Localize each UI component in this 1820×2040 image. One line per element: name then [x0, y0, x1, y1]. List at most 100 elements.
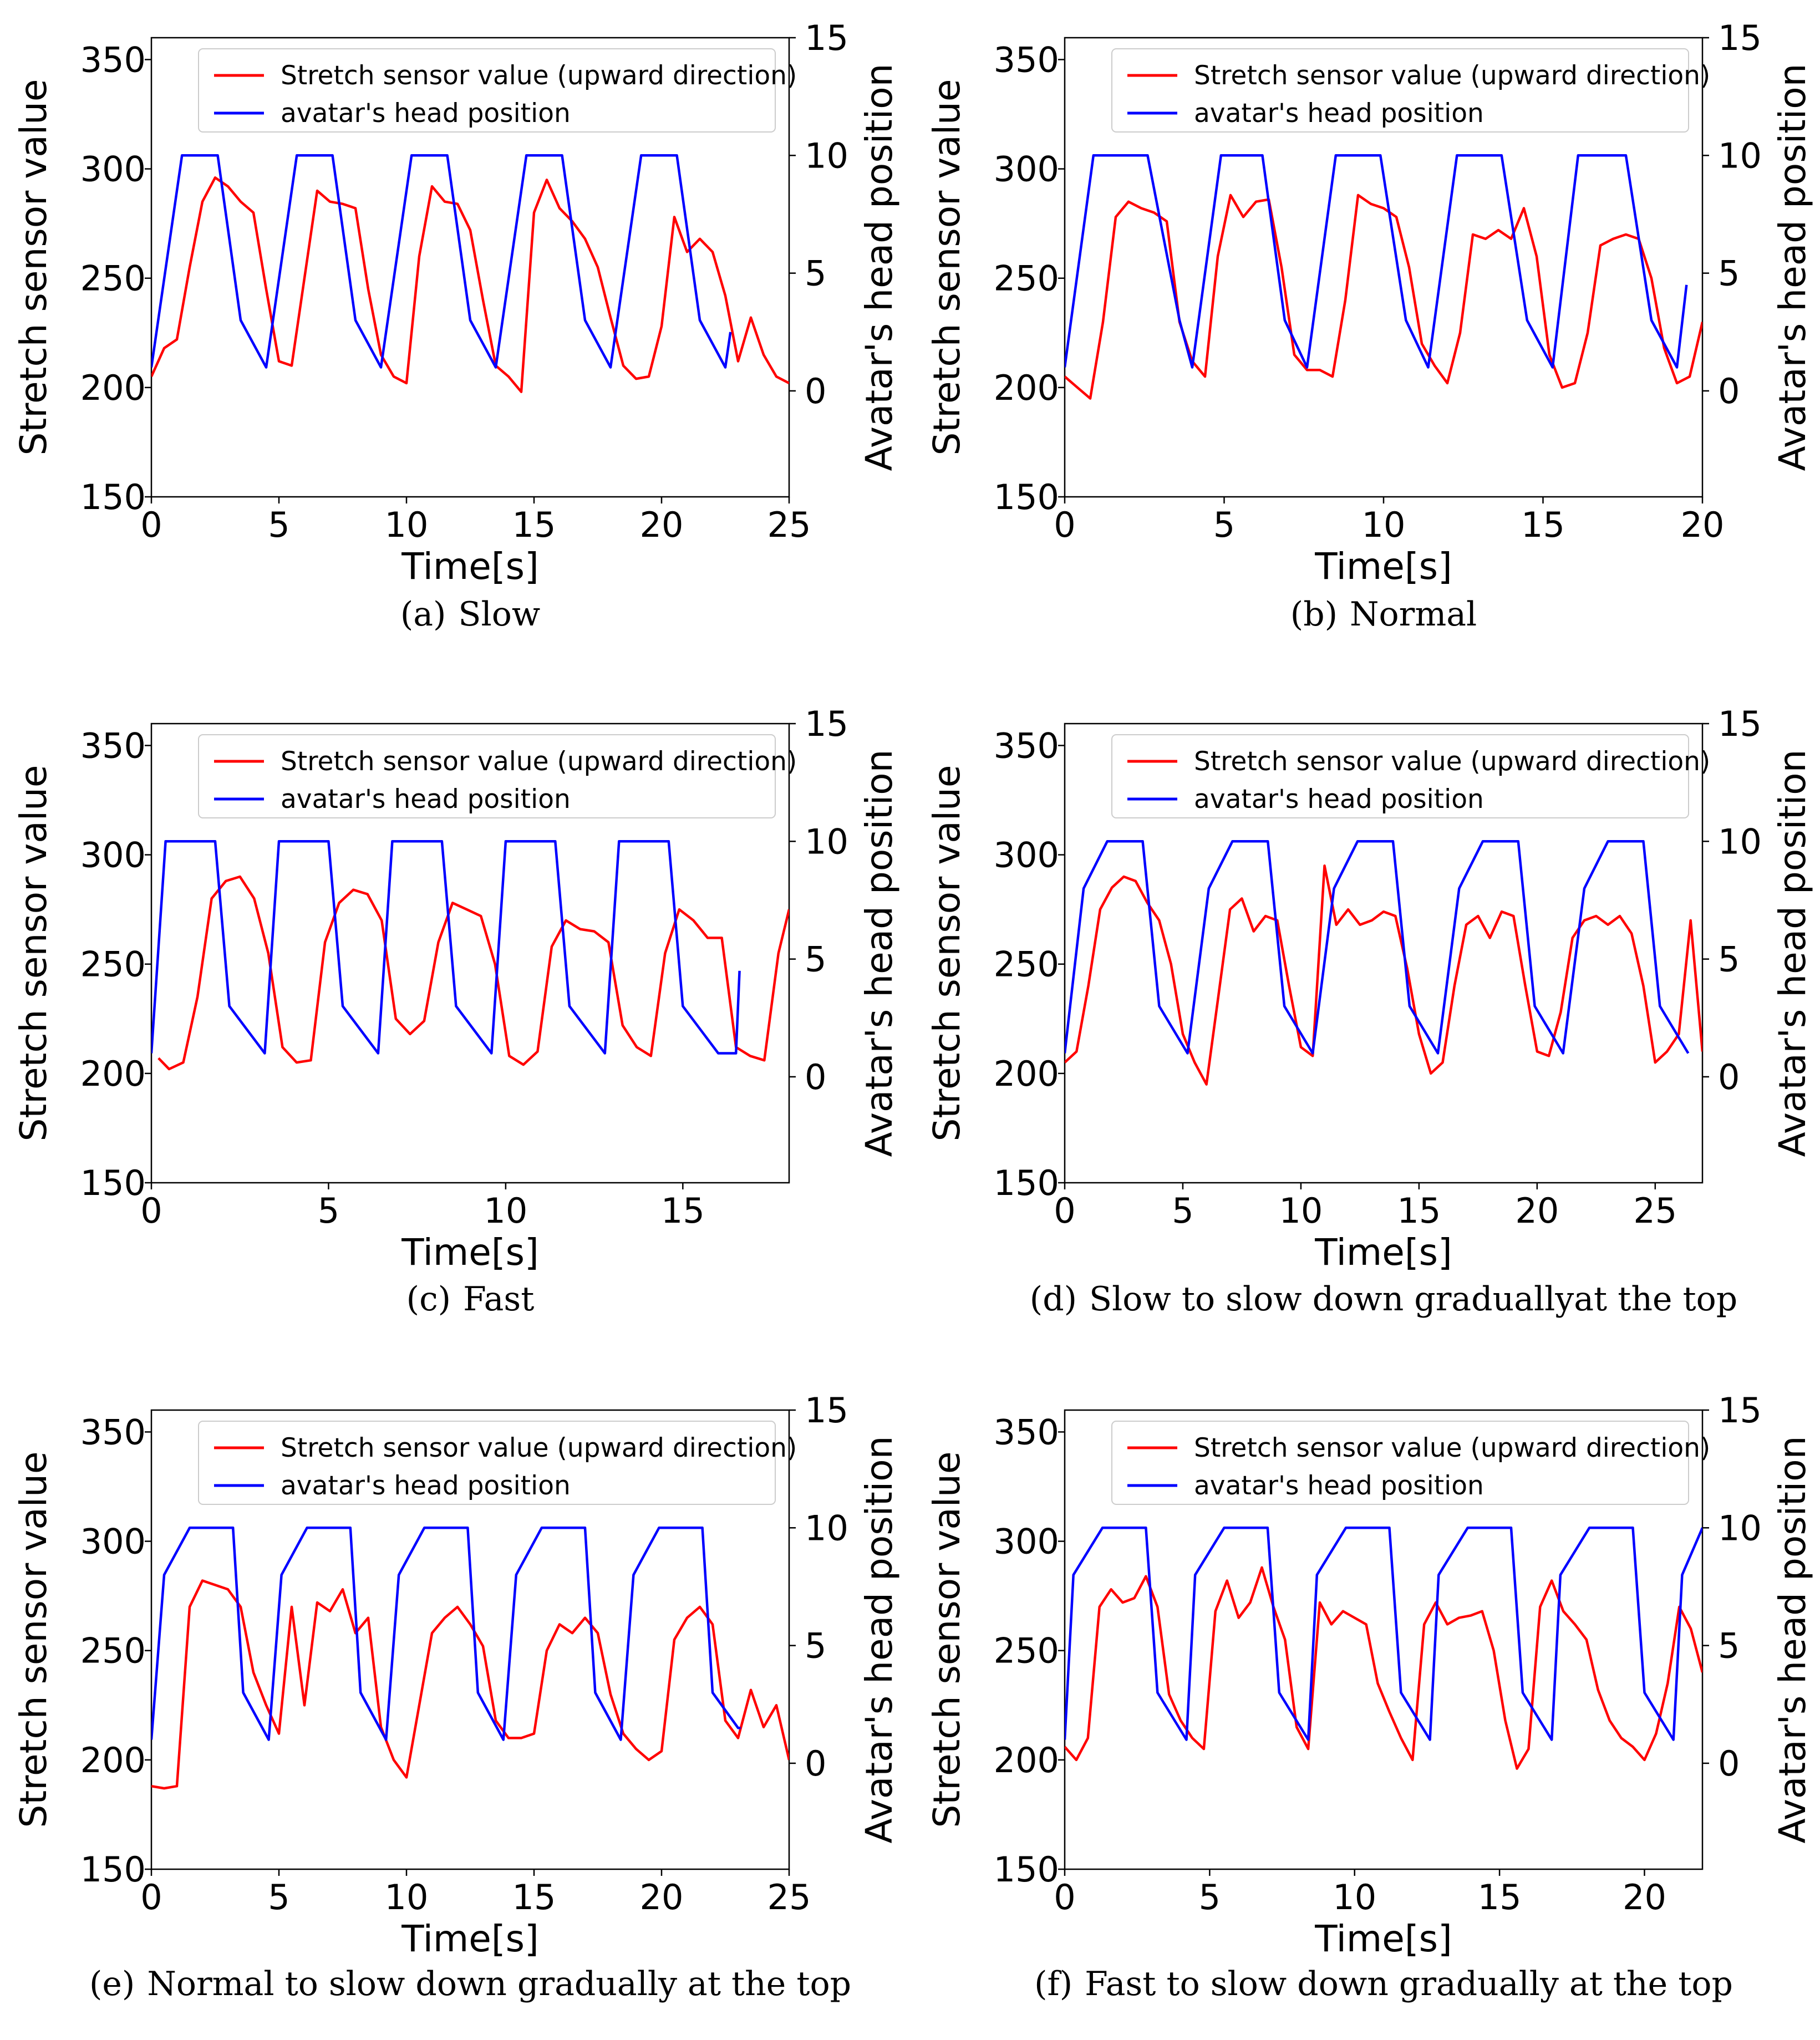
x-tick-label: 15 [512, 505, 556, 545]
y2-tick-label: 10 [1718, 135, 1762, 176]
x-tick-label: 25 [1633, 1191, 1677, 1231]
x-tick-label: 0 [140, 1877, 162, 1917]
y-tick-label: 150 [994, 477, 1059, 517]
y-tick-label: 250 [80, 944, 146, 985]
caption-letter: (c) [406, 1280, 451, 1319]
x-tick-label: 10 [385, 1877, 429, 1917]
y2-tick-label: 0 [1718, 371, 1740, 411]
y-axis-title: Stretch sensor value [926, 79, 968, 455]
panel-caption: (a) Slow [400, 595, 540, 634]
panel-e: 0 5 10 15 20 25150200250300350051015Time[s]St… [12, 1390, 901, 2003]
y-tick-label: 150 [994, 1849, 1059, 1890]
panel-c: 0 5 10 15 150 200 250 300 350 0 5 10 15 Time[s] Stretc… [12, 704, 901, 1319]
x-tick-label: 0 [1054, 505, 1075, 545]
x-tick-label: 20 [640, 505, 684, 545]
y2-tick-label: 0 [805, 1057, 826, 1097]
y-tick-label: 300 [994, 835, 1059, 876]
y-tick-label: 200 [80, 368, 146, 408]
y2-tick-label: 10 [1718, 821, 1762, 862]
head-position-line [1065, 1527, 1702, 1741]
caption-text: Normal to slow down gradually at the top [147, 1965, 851, 2003]
y2-tick-label: 10 [805, 1508, 848, 1548]
stretch-sensor-line [1065, 1566, 1702, 1770]
y-tick-label: 200 [994, 368, 1059, 408]
x-axis-title: Time[s] [401, 1231, 538, 1274]
legend-label: avatar's head position [281, 1471, 571, 1501]
y-tick-label: 250 [80, 258, 146, 299]
x-tick-label: 20 [1623, 1877, 1666, 1917]
y-tick-label: 300 [80, 1522, 146, 1562]
x-tick-label: 5 [1199, 1877, 1221, 1917]
x-tick-label: 25 [767, 1877, 811, 1917]
plot-frame [150, 1409, 790, 1870]
legend-label: Stretch sensor value (upward direction) [1194, 60, 1710, 91]
y-axis-title: Stretch sensor value [926, 765, 968, 1141]
y2-tick-label: 15 [1718, 18, 1762, 58]
panel-d: 0 5 10 15 20 25150200250300350051015Time[s]St… [926, 704, 1814, 1319]
y2-tick-label: 0 [1718, 1057, 1740, 1097]
y2-tick-label: 5 [1718, 1626, 1740, 1666]
plot-frame [1064, 1409, 1704, 1870]
y-axis-title: Stretch sensor value [12, 1451, 55, 1828]
x-tick-label: 25 [767, 505, 811, 545]
stretch-sensor-line [1065, 194, 1702, 400]
y2-tick-label: 15 [805, 1390, 848, 1431]
y2-tick-label: 5 [1718, 939, 1740, 980]
y-tick-label: 350 [994, 39, 1059, 80]
y-tick-label: 150 [80, 1849, 146, 1890]
legend-label: Stretch sensor value (upward direction) [1194, 746, 1710, 777]
y2-tick-label: 5 [805, 939, 826, 980]
caption-text: Fast to slow down gradually at the top [1085, 1965, 1733, 2003]
caption-text: Fast [463, 1280, 534, 1319]
x-tick-label: 15 [661, 1191, 705, 1231]
y2-tick-label: 0 [1718, 1743, 1740, 1784]
x-tick-label: 0 [1054, 1877, 1075, 1917]
legend-box [1111, 48, 1689, 133]
x-tick-label: 5 [268, 1877, 289, 1917]
y2-tick-label: 5 [805, 1626, 826, 1666]
legend-label: Stretch sensor value (upward direction) [281, 60, 797, 91]
plot-frame [150, 37, 790, 498]
panel-caption: (c) Fast [406, 1280, 535, 1319]
panel-a: 0 5 10 15 20 25150200250300350051015Time[s]St… [12, 18, 901, 634]
y2-axis-title: Avatar's head position [858, 64, 901, 471]
legend-box [198, 1421, 776, 1505]
panel-caption: (b) Normal [1290, 595, 1477, 634]
y-tick-label: 350 [80, 1412, 146, 1452]
caption-text: Slow to slow down graduallyat the top [1089, 1280, 1737, 1319]
stretch-sensor-line [157, 875, 789, 1071]
y2-tick-label: 10 [805, 821, 848, 862]
y-tick-label: 150 [80, 1163, 146, 1203]
y2-tick-label: 0 [805, 371, 826, 411]
legend-label: avatar's head position [1194, 784, 1484, 815]
y-tick-label: 250 [80, 1631, 146, 1671]
y-tick-label: 200 [994, 1054, 1059, 1094]
y-tick-label: 300 [994, 1522, 1059, 1562]
y2-tick-label: 15 [805, 704, 848, 744]
legend-label: avatar's head position [281, 98, 571, 129]
y-axis-title: Stretch sensor value [12, 79, 55, 455]
head-position-line [1065, 154, 1688, 369]
y2-tick-label: 15 [1718, 1390, 1762, 1431]
stretch-sensor-line [151, 1579, 789, 1790]
x-tick-label: 10 [385, 505, 429, 545]
legend-label: avatar's head position [281, 784, 571, 815]
caption-letter: (a) [400, 595, 446, 634]
y-tick-label: 250 [994, 1631, 1059, 1671]
x-tick-label: 5 [268, 505, 289, 545]
panel-b: 0 5 10 15 20 150 200 250 300 350 0 5 10 15 Time[s] Stre… [926, 18, 1814, 634]
y-axis-title: Stretch sensor value [12, 765, 55, 1141]
y-tick-label: 350 [994, 725, 1059, 766]
x-tick-label: 15 [1397, 1191, 1441, 1231]
y2-axis-title: Avatar's head position [858, 1436, 901, 1844]
y-tick-label: 350 [80, 39, 146, 80]
y2-tick-label: 10 [805, 135, 848, 176]
x-tick-label: 5 [1172, 1191, 1193, 1231]
x-tick-label: 15 [512, 1877, 556, 1917]
legend-box [1111, 734, 1689, 818]
head-position-line [151, 154, 732, 369]
x-tick-label: 0 [1054, 1191, 1075, 1231]
y2-tick-label: 0 [805, 1743, 826, 1784]
panel-f: 0 5 10 15 20 150 200 250 300 350 0 5 10 15 Time[s] Stre… [926, 1390, 1814, 2003]
x-tick-label: 10 [484, 1191, 527, 1231]
